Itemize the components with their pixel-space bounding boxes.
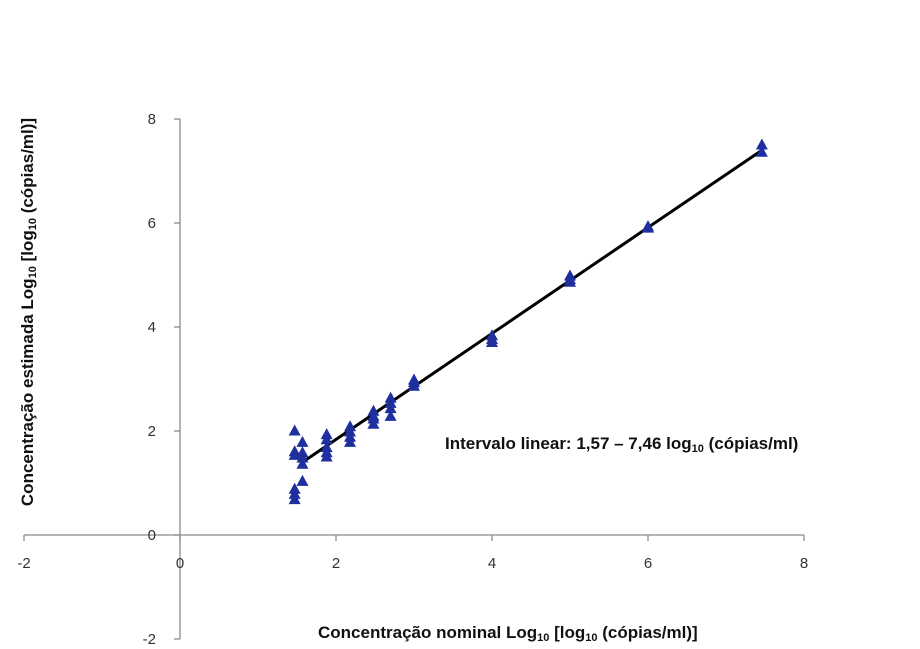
data-point-triangle	[288, 424, 301, 436]
x-tick-label: -2	[17, 555, 30, 572]
trendline	[301, 148, 763, 464]
y-tick-label: -2	[143, 631, 156, 648]
data-point-triangle	[320, 433, 333, 445]
data-point-triangle	[344, 435, 357, 447]
data-point-triangle	[296, 451, 309, 463]
data-point-triangle	[564, 275, 576, 287]
axes	[24, 119, 804, 639]
data-point-triangle	[384, 409, 397, 421]
y-tick-label: 2	[148, 423, 156, 440]
x-tick-label: 2	[332, 555, 340, 572]
data-point-triangle	[642, 221, 654, 233]
linear-range-annotation: Intervalo linear: 1,57 – 7,46 log10 (cóp…	[445, 434, 798, 455]
data-point-triangle	[408, 379, 420, 391]
y-tick-label: 6	[148, 215, 156, 232]
y-tick-label: 0	[148, 527, 156, 544]
data-point-triangle	[288, 493, 301, 505]
data-point-triangle	[755, 145, 768, 157]
data-point-triangle	[486, 336, 498, 348]
trendline-group	[301, 148, 763, 464]
x-axis-title: Concentração nominal Log10 [log10 (cópia…	[318, 623, 698, 644]
data-point-triangle	[296, 474, 309, 486]
x-tick-label: 4	[488, 555, 496, 572]
data-point-triangle	[755, 138, 768, 150]
data-point-triangle	[296, 435, 309, 447]
data-point-triangle	[320, 450, 333, 462]
x-tick-label: 8	[800, 555, 808, 572]
data-points	[288, 138, 768, 505]
y-axis-title: Concentração estimada Log10 [log10 (cópi…	[18, 118, 39, 506]
y-tick-label: 4	[148, 319, 156, 336]
data-point-triangle	[384, 402, 397, 414]
data-point-triangle	[367, 417, 380, 429]
x-tick-label: 0	[176, 555, 184, 572]
tick-marks	[23, 118, 805, 640]
tick-labels: -2 0 2 4 6 8 -2 0 2 4 6 8	[17, 111, 808, 648]
y-tick-label: 8	[148, 111, 156, 128]
x-tick-label: 6	[644, 555, 652, 572]
data-point-triangle	[296, 457, 309, 469]
